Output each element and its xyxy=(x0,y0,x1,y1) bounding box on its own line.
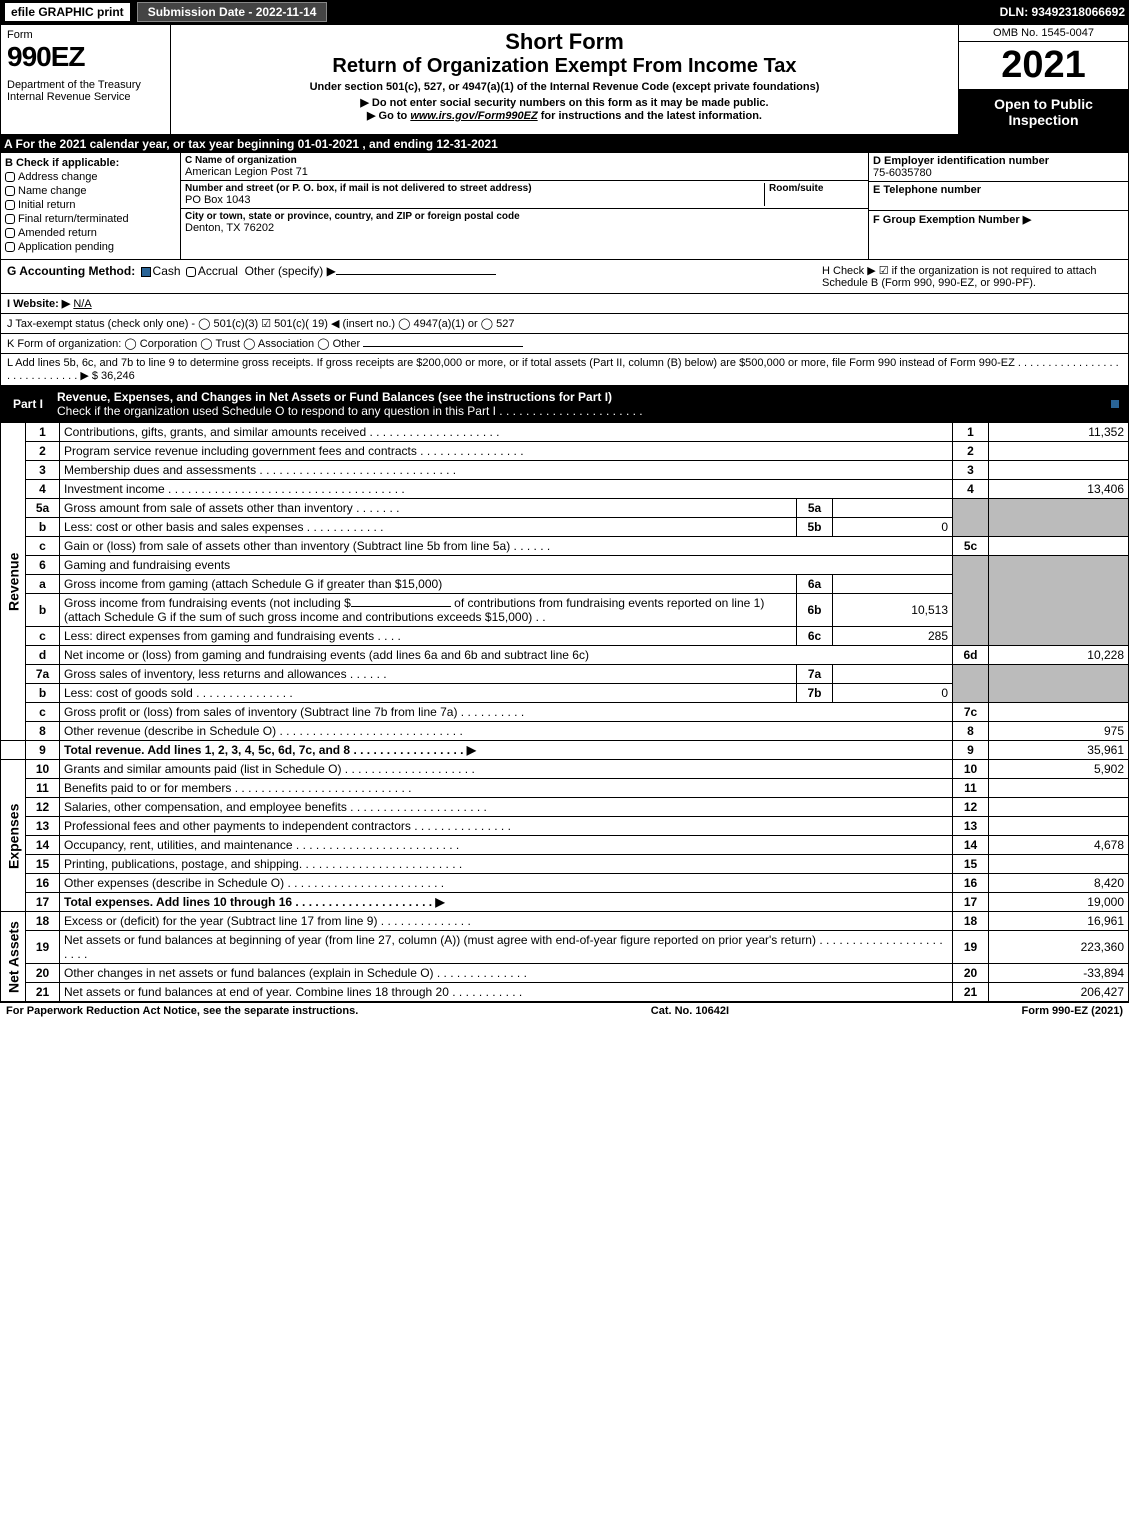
line-7a-value xyxy=(833,665,953,684)
h-text: H Check ▶ ☑ if the organization is not r… xyxy=(822,264,1122,289)
revenue-side-label: Revenue xyxy=(1,423,26,741)
chk-cash[interactable] xyxy=(141,267,151,277)
dln: DLN: 93492318066692 xyxy=(1000,5,1125,19)
c-city-label: City or town, state or province, country… xyxy=(185,211,864,222)
efile-print-button[interactable]: efile GRAPHIC print xyxy=(4,2,131,22)
row-k: K Form of organization: ◯ Corporation ◯ … xyxy=(0,334,1129,354)
irs-link[interactable]: www.irs.gov/Form990EZ xyxy=(410,110,537,122)
form-number: 990EZ xyxy=(7,41,164,73)
department: Department of the Treasury Internal Reve… xyxy=(7,79,164,103)
line-8-value: 975 xyxy=(989,722,1129,741)
column-de: D Employer identification number 75-6035… xyxy=(868,153,1128,259)
c-name-label: C Name of organization xyxy=(185,155,864,166)
line-6b-contrib-input[interactable] xyxy=(351,606,451,607)
line-18-value: 16,961 xyxy=(989,912,1129,931)
line-11-value xyxy=(989,779,1129,798)
subtitle: Under section 501(c), 527, or 4947(a)(1)… xyxy=(177,81,952,93)
line-5b-value: 0 xyxy=(833,518,953,537)
org-name: American Legion Post 71 xyxy=(185,166,864,178)
footer-mid: Cat. No. 10642I xyxy=(651,1005,729,1017)
instruction-2: ▶ Go to www.irs.gov/Form990EZ for instru… xyxy=(177,109,952,122)
row-j: J Tax-exempt status (check only one) - ◯… xyxy=(0,314,1129,334)
part-1-header: Part I Revenue, Expenses, and Changes in… xyxy=(0,386,1129,422)
part-1-label: Part I xyxy=(7,397,49,411)
expenses-side-label: Expenses xyxy=(1,760,26,912)
website-value: N/A xyxy=(73,298,91,310)
column-b: B Check if applicable: Address change Na… xyxy=(1,153,181,259)
chk-final-return[interactable]: Final return/terminated xyxy=(5,213,176,225)
other-org-input[interactable] xyxy=(363,346,523,347)
line-13-value xyxy=(989,817,1129,836)
chk-accrual[interactable] xyxy=(186,267,196,277)
e-label: E Telephone number xyxy=(873,184,1124,196)
form-header: Form 990EZ Department of the Treasury In… xyxy=(0,24,1129,135)
line-12-value xyxy=(989,798,1129,817)
line-6d-value: 10,228 xyxy=(989,646,1129,665)
ein: 75-6035780 xyxy=(873,167,1124,179)
org-address: PO Box 1043 xyxy=(185,194,764,206)
line-15-value xyxy=(989,855,1129,874)
chk-address-change[interactable]: Address change xyxy=(5,171,176,183)
short-form-title: Short Form xyxy=(177,29,952,55)
omb-number: OMB No. 1545-0047 xyxy=(959,25,1128,42)
line-16-value: 8,420 xyxy=(989,874,1129,893)
line-5a-value xyxy=(833,499,953,518)
top-bar: efile GRAPHIC print Submission Date - 20… xyxy=(0,0,1129,24)
row-a-period: A For the 2021 calendar year, or tax yea… xyxy=(0,135,1129,153)
lines-table: Revenue 1 Contributions, gifts, grants, … xyxy=(0,422,1129,1002)
chk-name-change[interactable]: Name change xyxy=(5,185,176,197)
line-7b-value: 0 xyxy=(833,684,953,703)
d-label: D Employer identification number xyxy=(873,155,1124,167)
line-20-value: -33,894 xyxy=(989,964,1129,983)
line-4-value: 13,406 xyxy=(989,480,1129,499)
line-7c-value xyxy=(989,703,1129,722)
open-to-public: Open to Public Inspection xyxy=(959,90,1128,134)
line-17-value: 19,000 xyxy=(989,893,1129,912)
line-3-value xyxy=(989,461,1129,480)
c-addr-label: Number and street (or P. O. box, if mail… xyxy=(185,183,764,194)
footer-left: For Paperwork Reduction Act Notice, see … xyxy=(6,1005,358,1017)
room-label: Room/suite xyxy=(769,183,864,194)
org-city: Denton, TX 76202 xyxy=(185,222,864,234)
line-10-value: 5,902 xyxy=(989,760,1129,779)
row-i: I Website: ▶ N/A xyxy=(0,294,1129,314)
row-g-h: G Accounting Method: Cash Accrual Other … xyxy=(0,260,1129,294)
main-title: Return of Organization Exempt From Incom… xyxy=(177,55,952,78)
info-grid: B Check if applicable: Address change Na… xyxy=(0,153,1129,260)
netassets-side-label: Net Assets xyxy=(1,912,26,1002)
tax-year: 2021 xyxy=(959,42,1128,90)
line-14-value: 4,678 xyxy=(989,836,1129,855)
g-label: G Accounting Method: xyxy=(7,264,135,278)
line-2-value xyxy=(989,442,1129,461)
submission-date: Submission Date - 2022-11-14 xyxy=(137,2,328,22)
other-specify-input[interactable] xyxy=(336,274,496,275)
line-6c-value: 285 xyxy=(833,627,953,646)
line-9-value: 35,961 xyxy=(989,741,1129,760)
line-5c-value xyxy=(989,537,1129,556)
b-title: B Check if applicable: xyxy=(5,157,176,169)
line-6a-value xyxy=(833,575,953,594)
chk-amended-return[interactable]: Amended return xyxy=(5,227,176,239)
form-label: Form xyxy=(7,29,164,41)
chk-initial-return[interactable]: Initial return xyxy=(5,199,176,211)
footer: For Paperwork Reduction Act Notice, see … xyxy=(0,1002,1129,1019)
line-1-value: 11,352 xyxy=(989,423,1129,442)
instruction-1: ▶ Do not enter social security numbers o… xyxy=(177,96,952,109)
column-c: C Name of organization American Legion P… xyxy=(181,153,868,259)
line-21-value: 206,427 xyxy=(989,983,1129,1002)
chk-application-pending[interactable]: Application pending xyxy=(5,241,176,253)
line-19-value: 223,360 xyxy=(989,931,1129,964)
part1-schedule-o-check[interactable] xyxy=(1110,399,1120,409)
line-6b-value: 10,513 xyxy=(833,594,953,627)
row-l: L Add lines 5b, 6c, and 7b to line 9 to … xyxy=(0,354,1129,386)
footer-right: Form 990-EZ (2021) xyxy=(1022,1005,1123,1017)
f-label: F Group Exemption Number ▶ xyxy=(873,213,1124,226)
